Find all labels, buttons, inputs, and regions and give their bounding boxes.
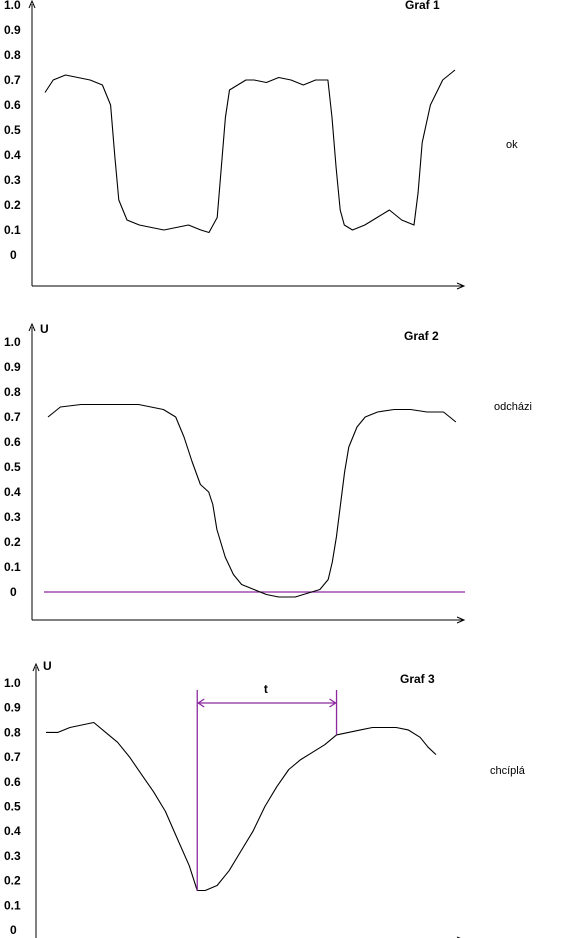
x-axis-arrow xyxy=(456,282,466,290)
y-axis-arrow xyxy=(32,662,40,672)
y-tick-label: 0.4 xyxy=(4,824,21,838)
y-tick-label: 0.2 xyxy=(4,874,21,888)
y-tick-label: 0.7 xyxy=(4,750,21,764)
chart-graf-1: 1.0 0.9 0.8 0.7 0.6 0.5 0.4 0.3 0.2 0.1 0 Graf 1 ok xyxy=(4,0,518,290)
y-tick-label: 0.3 xyxy=(4,173,21,187)
y-tick-label: 0.5 xyxy=(4,800,21,814)
y-tick-label: 0.5 xyxy=(4,123,21,137)
y-tick-label: 0 xyxy=(10,585,17,599)
measure-label: t xyxy=(264,682,268,696)
y-tick-label: 0.3 xyxy=(4,849,21,863)
y-axis-label: U xyxy=(40,322,49,336)
y-tick-label: 0 xyxy=(10,248,17,262)
y-tick-label: 0.6 xyxy=(4,775,21,789)
series-line xyxy=(46,721,437,892)
y-tick-label: 0.8 xyxy=(4,48,21,62)
y-axis-label: U xyxy=(43,659,52,673)
chart-annotation: odcházi xyxy=(494,401,532,413)
chart-graf-2: 1.0 0.9 0.8 0.7 0.6 0.5 0.4 0.3 0.2 0.1 0 U Graf 2 od… xyxy=(4,322,532,624)
x-axis-arrow xyxy=(456,616,466,624)
y-axis-arrow xyxy=(28,0,36,9)
chart-annotation: ok xyxy=(506,139,518,151)
y-tick-label: 0.8 xyxy=(4,725,21,739)
chart-title: Graf 3 xyxy=(400,672,435,686)
y-tick-label: 0.4 xyxy=(4,485,21,499)
y-tick-label: 0.1 xyxy=(4,560,21,574)
y-tick-label: 0.9 xyxy=(4,360,21,374)
y-tick-label: 1.0 xyxy=(4,676,21,690)
chart-graf-3: 1.0 0.9 0.8 0.7 0.6 0.5 0.4 0.3 0.2 0.1 0 U Graf 3 ch… xyxy=(4,659,526,938)
y-tick-label: 0 xyxy=(10,923,17,937)
measure-arrow-right xyxy=(329,698,337,708)
y-tick-label: 0.9 xyxy=(4,23,21,37)
y-tick-label: 0.8 xyxy=(4,385,21,399)
chart-annotation: chcíplá xyxy=(490,765,526,777)
y-tick-label: 0.6 xyxy=(4,435,21,449)
series-line xyxy=(44,69,456,234)
chart-title: Graf 1 xyxy=(405,0,440,12)
y-tick-label: 0.2 xyxy=(4,535,21,549)
y-tick-label: 0.2 xyxy=(4,198,21,212)
measure-arrow-left xyxy=(197,698,205,708)
series-line xyxy=(47,403,457,598)
y-tick-label: 0.6 xyxy=(4,98,21,112)
y-tick-label: 0.3 xyxy=(4,510,21,524)
y-tick-label: 1.0 xyxy=(4,0,21,12)
y-tick-label: 0.5 xyxy=(4,460,21,474)
y-tick-label: 0.1 xyxy=(4,223,21,237)
y-tick-label: 0.7 xyxy=(4,73,21,87)
y-axis-arrow xyxy=(28,322,36,332)
y-tick-label: 0.1 xyxy=(4,898,21,912)
y-tick-label: 1.0 xyxy=(4,335,21,349)
chart-title: Graf 2 xyxy=(404,329,439,343)
y-tick-label: 0.4 xyxy=(4,148,21,162)
y-tick-label: 0.7 xyxy=(4,410,21,424)
y-tick-label: 0.9 xyxy=(4,701,21,715)
